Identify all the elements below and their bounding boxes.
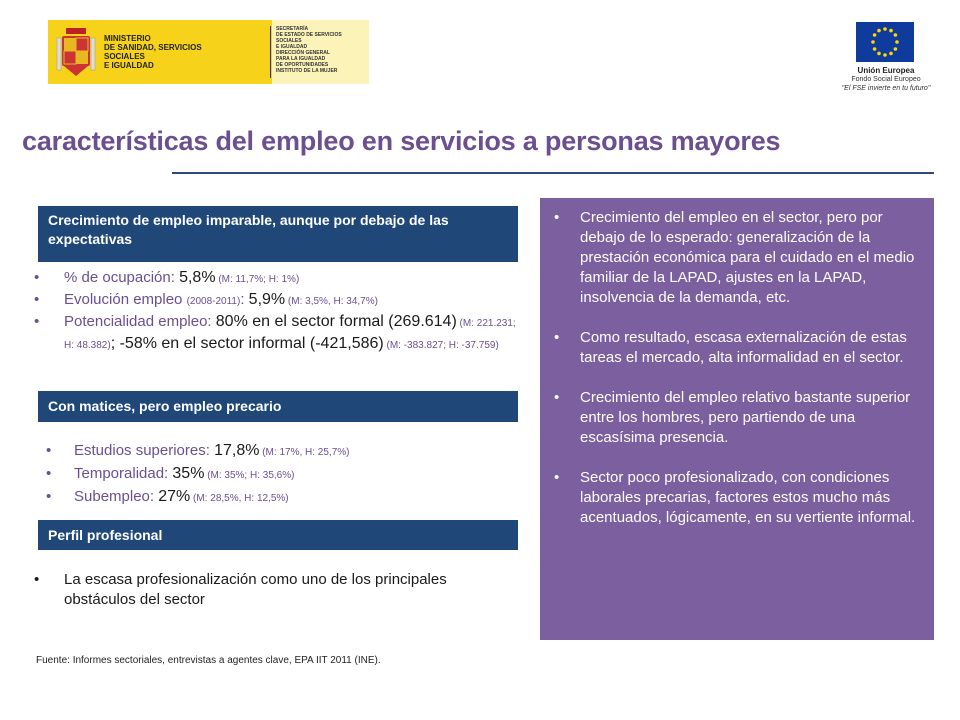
title-underline: [172, 172, 934, 174]
bullet-icon: •: [554, 469, 560, 486]
bullet-text: Crecimiento del empleo relativo bastante…: [580, 389, 911, 446]
bullet-value: 35%: [172, 465, 205, 482]
summary-panel: • Crecimiento del empleo en el sector, pe…: [540, 198, 934, 640]
bullet-icon: •: [554, 329, 560, 346]
eu-logo-text: Unión Europea Fondo Social Europeo "El F…: [836, 66, 936, 93]
bullet-label: Evolución empleo: [64, 291, 187, 308]
bullet-value: 27%: [158, 488, 191, 505]
list-item: • Como resultado, escasa externalización …: [554, 328, 926, 368]
secretaria-line: DE ESTADO DE SERVICIOS SOCIALES: [276, 32, 342, 44]
section-header-profile: Perfil profesional: [38, 520, 518, 550]
bullet-sub: (2008-2011): [186, 296, 241, 307]
bullet-label: % de ocupación:: [64, 269, 180, 286]
bullet-text: Crecimiento del empleo en el sector, per…: [580, 209, 915, 306]
bullet-icon: •: [34, 269, 40, 286]
bullet-icon: •: [554, 389, 560, 406]
list-item: • Subempleo: 27% (M: 28,5%, H: 12,5%): [46, 487, 516, 509]
eu-flag-icon: [856, 22, 914, 62]
growth-bullet-list: • % de ocupación: 5,8% (M: 11,7%; H: 1%)…: [34, 268, 524, 356]
bullet-value: 17,8%: [214, 442, 260, 459]
list-item: • Estudios superiores: 17,8% (M: 17%, H:…: [46, 441, 516, 463]
bullet-icon: •: [46, 488, 52, 505]
ministry-name: MINISTERIO DE SANIDAD, SERVICIOS SOCIALE…: [104, 34, 244, 70]
bullet-detail: (M: 11,7%; H: 1%): [215, 274, 300, 285]
precarious-bullet-list: • Estudios superiores: 17,8% (M: 17%, H:…: [46, 441, 516, 510]
bullet-label: Potencialidad empleo:: [64, 313, 216, 330]
bullet-label: Temporalidad:: [74, 465, 173, 482]
bullet-text: Sector poco profesionalizado, con condic…: [580, 469, 916, 526]
bullet-detail: (M: 17%, H: 25,7%): [259, 447, 350, 458]
secretaria-line: DIRECCIÓN GENERAL: [276, 50, 330, 56]
ministry-logo: MINISTERIO DE SANIDAD, SERVICIOS SOCIALE…: [48, 20, 369, 84]
ministry-name-line: MINISTERIO: [104, 34, 151, 43]
bullet-value: 80% en el sector formal (269.614): [215, 313, 457, 330]
list-item: • Crecimiento del empleo en el sector, pe…: [554, 208, 926, 308]
list-item: • Crecimiento del empleo relativo bastant…: [554, 388, 926, 448]
bullet-text: La escasa profesionalización como uno de…: [64, 571, 447, 608]
list-item: • Sector poco profesionalizado, con condi…: [554, 468, 926, 528]
bullet-icon: •: [34, 313, 40, 330]
profile-bullet-list: • La escasa profesionalización como uno …: [34, 570, 504, 610]
secretaria-panel: SECRETARÍA DE ESTADO DE SERVICIOS SOCIAL…: [272, 20, 369, 84]
coat-of-arms-icon: [56, 28, 96, 76]
section-header-growth: Crecimiento de empleo imparable, aunque …: [38, 206, 518, 262]
summary-bullet-list: • Crecimiento del empleo en el sector, pe…: [554, 208, 926, 528]
eu-name: Unión Europea: [857, 66, 915, 75]
logo-divider: [270, 26, 271, 78]
bullet-icon: •: [554, 209, 560, 226]
bullet-value: ; -58% en el sector informal (-421,586): [110, 335, 384, 352]
bullet-detail: (M: 3,5%, H: 34,7%): [285, 296, 378, 307]
ministry-name-line: E IGUALDAD: [104, 61, 154, 70]
bullet-detail: (M: 35%; H: 35,6%): [204, 470, 295, 481]
bullet-label: Subempleo:: [74, 488, 159, 505]
bullet-icon: •: [46, 465, 52, 482]
list-item: • Temporalidad: 35% (M: 35%; H: 35,6%): [46, 464, 516, 486]
bullet-detail: (M: 28,5%, H: 12,5%): [190, 493, 289, 504]
list-item: • Evolución empleo (2008-2011): 5,9% (M:…: [34, 290, 524, 312]
fse-name: Fondo Social Europeo: [851, 76, 921, 83]
secretaria-line: DE OPORTUNIDADES: [276, 62, 329, 68]
bullet-icon: •: [46, 442, 52, 459]
list-item: • Potencialidad empleo: 80% en el sector…: [34, 312, 524, 356]
secretaria-line: SECRETARÍA: [276, 26, 309, 32]
bullet-detail: (M: 221.231; H: 48.382): [64, 318, 516, 351]
instituto-label: INSTITUTO DE LA MUJER: [276, 68, 338, 74]
bullet-icon: •: [34, 571, 40, 588]
bullet-colon: :: [240, 291, 249, 308]
secretaria-line: PARA LA IGUALDAD: [276, 56, 326, 62]
bullet-value: 5,9%: [248, 291, 286, 308]
section-header-precarious: Con matices, pero empleo precario: [38, 391, 518, 422]
secretaria-line: E IGUALDAD: [276, 44, 308, 50]
page-title: características del empleo en servicios …: [22, 126, 781, 156]
list-item: • % de ocupación: 5,8% (M: 11,7%; H: 1%): [34, 268, 524, 290]
fse-slogan: "El FSE invierte en tu futuro": [841, 85, 931, 92]
list-item: • La escasa profesionalización como uno …: [34, 570, 504, 610]
bullet-label: Estudios superiores:: [74, 442, 215, 459]
bullet-detail: (M: -383.827; H: -37.759): [383, 340, 499, 351]
bullet-value: 5,8%: [179, 269, 216, 286]
bullet-icon: •: [34, 291, 40, 308]
bullet-text: Como resultado, escasa externalización d…: [580, 329, 907, 366]
source-note: Fuente: Informes sectoriales, entrevista…: [36, 655, 381, 666]
ministry-name-line: DE SANIDAD, SERVICIOS SOCIALES: [104, 43, 202, 61]
